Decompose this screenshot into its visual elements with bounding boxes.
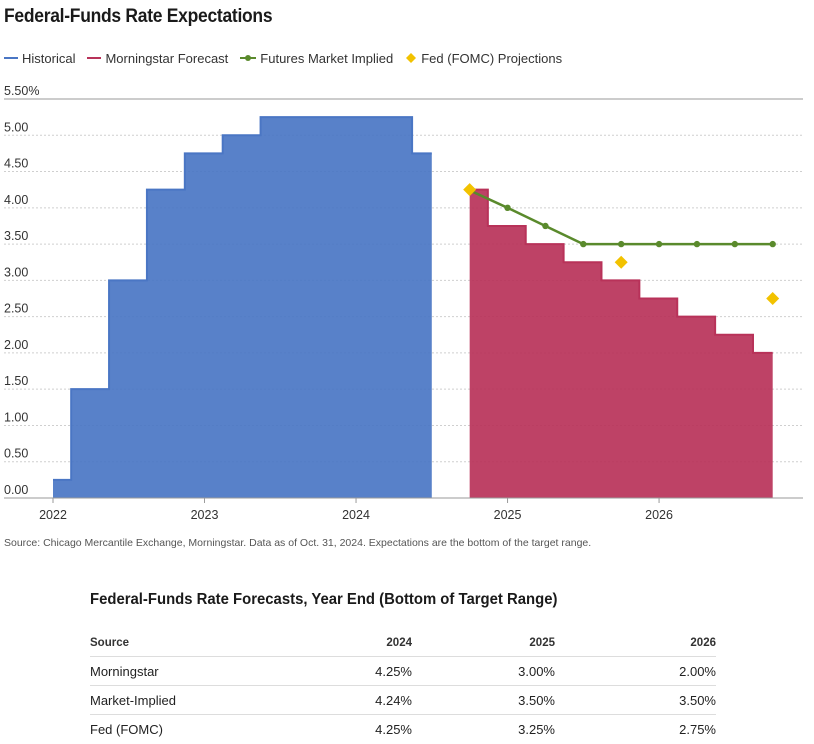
table-cell: 4.25% (280, 656, 412, 686)
legend-line-icon (4, 57, 18, 59)
x-tick-label: 2022 (39, 508, 67, 522)
legend-label-historical: Historical (22, 50, 76, 66)
legend-item-fomc: Fed (FOMC) Projections (405, 51, 562, 66)
legend-line-dot-icon (240, 55, 257, 61)
fomc-diamond (766, 292, 780, 305)
y-tick-label: 0.00 (4, 483, 28, 497)
area-morningstar-forecast (469, 189, 773, 498)
legend-diamond-icon (406, 53, 417, 63)
legend-item-historical: Historical (4, 51, 75, 66)
table-row: Fed (FOMC) 4.25% 3.25% 2.75% (90, 714, 716, 743)
legend-item-futures: Futures Market Implied (240, 51, 393, 66)
table-cell: 3.25% (412, 714, 555, 743)
y-tick-label: 0.50 (4, 447, 28, 461)
chart-title: Federal-Funds Rate Expectations (4, 6, 273, 27)
table-cell: 2.00% (555, 656, 716, 686)
fomc-diamond (614, 255, 628, 269)
table-cell: 3.50% (412, 685, 555, 715)
y-tick-label: 2.50 (4, 302, 28, 316)
y-tick-label: 4.00 (4, 193, 28, 207)
table-title: Federal-Funds Rate Forecasts, Year End (… (90, 591, 558, 608)
y-tick-label: 5.50% (4, 84, 39, 98)
x-tick-label: 2024 (342, 508, 370, 522)
futures-point (655, 240, 663, 248)
forecast-table: Source 2024 2025 2026 Morningstar 4.25% … (90, 630, 716, 743)
futures-point (769, 240, 776, 248)
y-tick-label: 1.50 (4, 374, 28, 388)
legend-line-icon (87, 57, 102, 59)
source-note: Source: Chicago Mercantile Exchange, Mor… (4, 537, 592, 549)
futures-point (504, 204, 511, 212)
step-line-historical (53, 116, 432, 481)
legend-label-morningstar: Morningstar Forecast (105, 50, 229, 66)
futures-point (693, 240, 701, 248)
legend-item-morningstar: Morningstar Forecast (87, 51, 228, 66)
table-cell: 2.75% (555, 714, 716, 743)
header-2025: 2025 (529, 637, 555, 649)
legend: Historical Morningstar Forecast Futures … (4, 49, 574, 67)
y-tick-label: 5.00 (4, 120, 28, 134)
table-cell: Morningstar (90, 656, 280, 686)
table-cell: 3.00% (412, 656, 555, 686)
y-tick-label: 3.00 (4, 265, 28, 279)
table-row: Morningstar 4.25% 3.00% 2.00% (90, 656, 716, 686)
y-tick-label: 4.50 (4, 157, 28, 171)
table-cell: 4.25% (280, 714, 412, 743)
header-source: Source (90, 637, 129, 649)
table-cell: Market-Implied (90, 685, 280, 715)
futures-point (617, 240, 625, 248)
futures-point (542, 222, 549, 230)
y-tick-label: 2.00 (4, 338, 28, 352)
table-cell: 4.24% (280, 685, 412, 715)
futures-point (580, 240, 587, 248)
rate-chart: 0.00 0.50 1.00 1.50 2.00 2.50 3.00 3.50 4.00 4.50… (4, 84, 803, 522)
fomc-diamond (463, 183, 477, 197)
x-tick-label: 2026 (645, 508, 673, 522)
legend-label-fomc: Fed (FOMC) Projections (421, 50, 563, 66)
futures-point (731, 240, 739, 248)
table-row: Market-Implied 4.24% 3.50% 3.50% (90, 685, 716, 715)
table-cell: Fed (FOMC) (90, 714, 280, 743)
legend-label-futures: Futures Market Implied (260, 50, 394, 66)
y-tick-label: 3.50 (4, 229, 28, 243)
header-2026: 2026 (690, 637, 716, 649)
y-tick-label: 1.00 (4, 410, 28, 424)
table-header-row: Source 2024 2025 2026 (90, 630, 716, 657)
x-tick-label: 2023 (191, 508, 219, 522)
x-tick-label: 2025 (494, 508, 522, 522)
step-line-morningstar-forecast (469, 188, 773, 354)
table-cell: 3.50% (555, 685, 716, 715)
header-2024: 2024 (386, 637, 412, 649)
